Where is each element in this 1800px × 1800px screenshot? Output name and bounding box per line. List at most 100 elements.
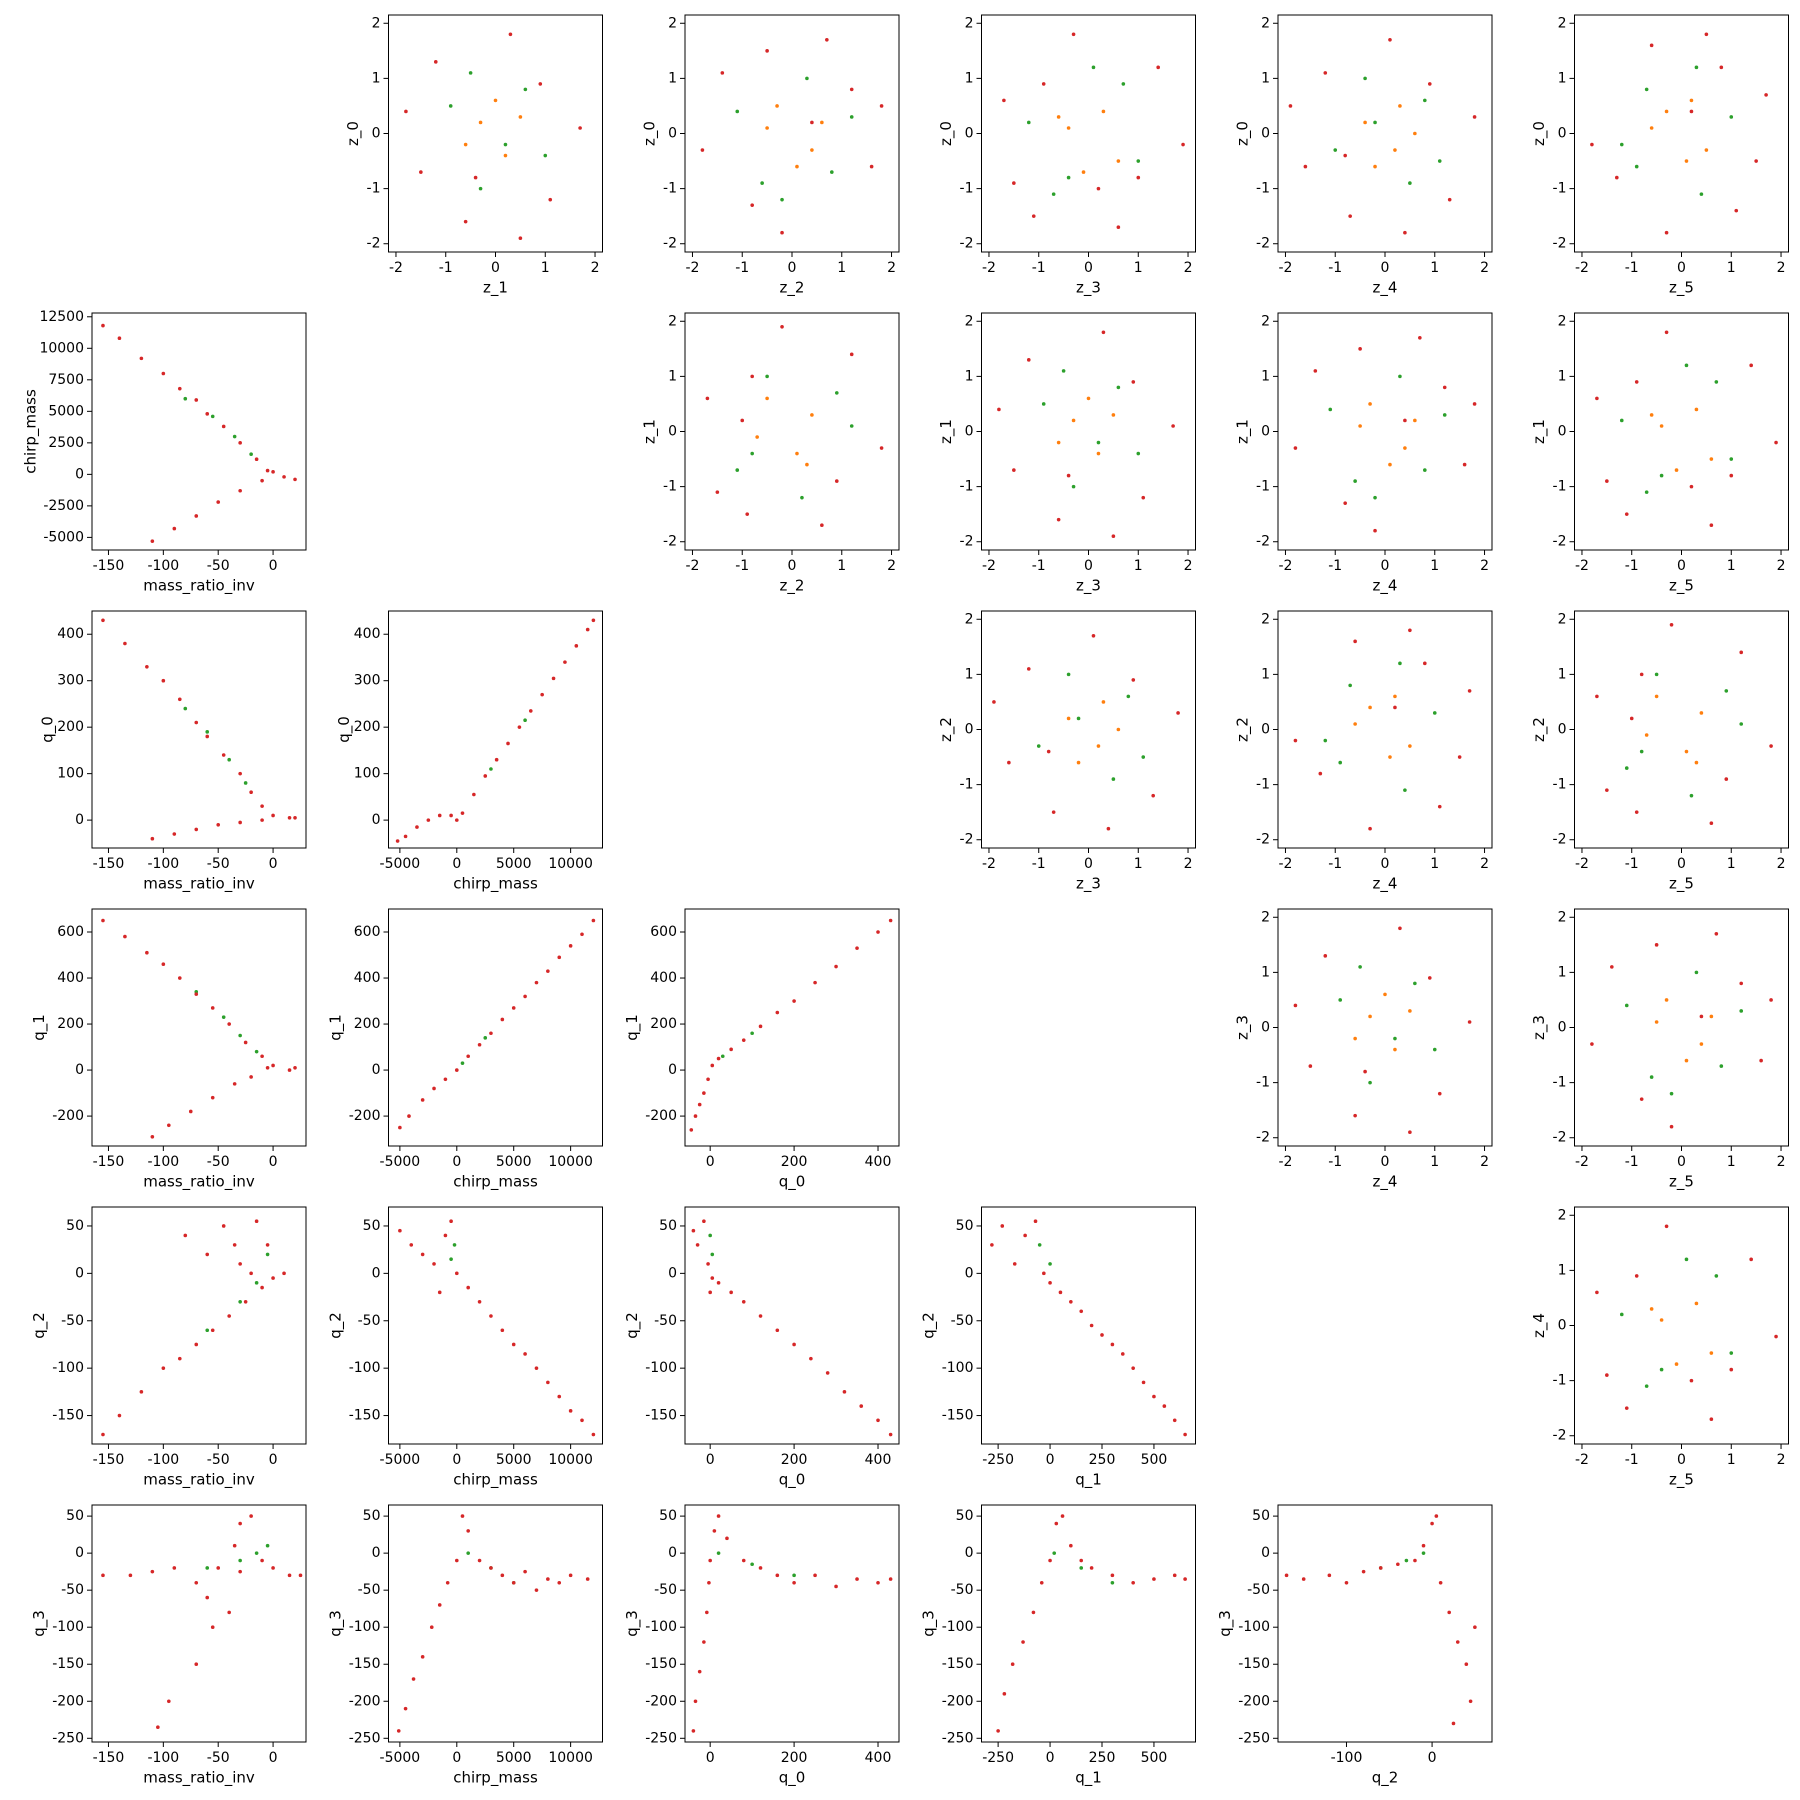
x-tick-label: -1 (735, 558, 749, 574)
point (177, 386, 182, 391)
point (1624, 512, 1629, 516)
point (775, 104, 779, 108)
point (830, 170, 834, 174)
point (1413, 418, 1417, 423)
point (172, 832, 177, 836)
y-tick-label: -2500 (43, 498, 84, 514)
point (1674, 1362, 1679, 1366)
point (546, 969, 550, 973)
subplot: -2 -1 0 1 2 -2 -1 0 1 2 z_4 z_1 (1233, 312, 1493, 596)
point (1664, 1224, 1669, 1229)
point (1026, 358, 1031, 362)
subplot: -2 -1 0 1 2 -2 -1 0 1 2 z_5 z_3 (1530, 908, 1789, 1192)
y-tick-label: -100 (645, 1360, 677, 1376)
y-tick-label: 0 (965, 722, 974, 738)
point (404, 109, 408, 114)
y-tick-label: -1 (1256, 1075, 1270, 1091)
y-tick-label: 0 (75, 812, 84, 828)
point (523, 994, 527, 999)
point (238, 1262, 242, 1266)
point (205, 730, 210, 734)
point (809, 1356, 813, 1361)
point (232, 434, 237, 439)
point (1430, 1521, 1434, 1526)
point (557, 955, 562, 960)
y-tick-label: 1 (965, 368, 974, 384)
x-tick-label: 0 (1381, 558, 1390, 574)
x-tick-label: 2 (591, 260, 600, 276)
x-axis-label: z_4 (1373, 1173, 1398, 1192)
y-axis-label: q_3 (327, 1610, 346, 1637)
point (1136, 159, 1141, 163)
point (1136, 175, 1141, 180)
point (1634, 810, 1639, 814)
point (139, 1390, 144, 1394)
point (1619, 1312, 1624, 1317)
point (1451, 1721, 1456, 1726)
point (445, 1580, 450, 1585)
point (1096, 451, 1101, 456)
subplot: -100 0 -250 -200 -150 -100 -50 0 50 q_2 q_3 (1216, 1504, 1493, 1788)
y-tick-label: 2 (1558, 909, 1567, 925)
x-tick-label: 5000 (496, 1154, 532, 1170)
point (1048, 1558, 1052, 1563)
point (511, 1006, 516, 1010)
y-axis-label: z_1 (640, 419, 659, 444)
point (1079, 1566, 1084, 1570)
point (1284, 1573, 1289, 1578)
point (729, 1290, 733, 1295)
x-tick-label: 0 (269, 1750, 278, 1766)
point (1069, 1300, 1073, 1304)
point (1120, 1352, 1125, 1356)
point (1056, 440, 1061, 445)
point (990, 1243, 994, 1247)
point (735, 468, 740, 472)
point (1423, 98, 1427, 103)
y-tick-label: -250 (52, 1730, 84, 1746)
point (750, 1031, 754, 1036)
x-axis-label: chirp_mass (453, 875, 538, 894)
point (1624, 1406, 1629, 1410)
subplot: -2 -1 0 1 2 -2 -1 0 1 2 z_5 z_4 (1530, 1206, 1789, 1490)
point (1437, 1091, 1442, 1096)
y-tick-label: -150 (349, 1408, 381, 1424)
point (503, 142, 508, 147)
x-tick-label: 1 (1134, 558, 1143, 574)
point (1079, 1309, 1084, 1314)
point (260, 478, 264, 483)
x-axis-label: mass_ratio_inv (143, 1471, 255, 1490)
point (150, 1569, 155, 1574)
y-axis-label: z_0 (640, 121, 659, 146)
point (449, 813, 453, 818)
point (741, 1300, 746, 1304)
x-tick-label: 1 (1430, 558, 1439, 574)
point (1343, 153, 1347, 158)
point (1664, 998, 1669, 1002)
point (210, 1006, 215, 1010)
x-axis-label: z_4 (1373, 577, 1398, 596)
y-tick-label: -50 (358, 1582, 381, 1598)
point (1659, 473, 1664, 478)
axes-frame (981, 1206, 1196, 1445)
plot-area (685, 909, 899, 1146)
y-tick-label: 0 (965, 424, 974, 440)
point (1684, 159, 1689, 163)
point (238, 1300, 242, 1304)
point (194, 514, 199, 518)
y-tick-label: 0 (372, 1545, 381, 1561)
point (172, 526, 177, 531)
point (888, 1432, 893, 1437)
y-tick-label: 7500 (48, 372, 84, 388)
x-tick-label: 10000 (548, 1154, 593, 1170)
subplot: -150 -100 -50 0 -5000 -2500 0 2500 5000 7500 10000… (22, 309, 307, 596)
point (1111, 534, 1116, 539)
point (855, 1577, 859, 1581)
x-axis-label: q_2 (1372, 1769, 1399, 1788)
x-tick-label: 0 (788, 558, 797, 574)
point (1361, 1569, 1366, 1574)
point (1348, 683, 1352, 688)
x-tick-label: -1 (1625, 856, 1639, 872)
plot-area (1278, 313, 1492, 550)
point (750, 451, 754, 456)
point (221, 1015, 226, 1019)
